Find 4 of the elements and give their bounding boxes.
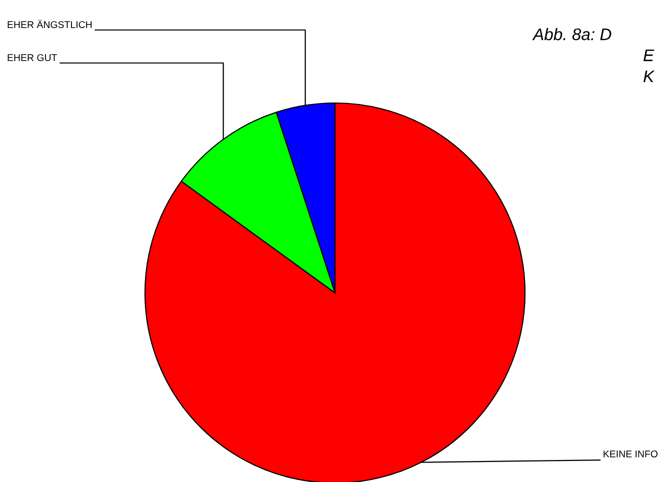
slice-label: KEINE INFO xyxy=(604,450,658,458)
slice-label: EHER GUT xyxy=(8,54,58,62)
slice-label: EHER ÄNGSTLICH xyxy=(8,20,92,28)
chart-title: Abb. 8a: D E K xyxy=(532,28,655,82)
